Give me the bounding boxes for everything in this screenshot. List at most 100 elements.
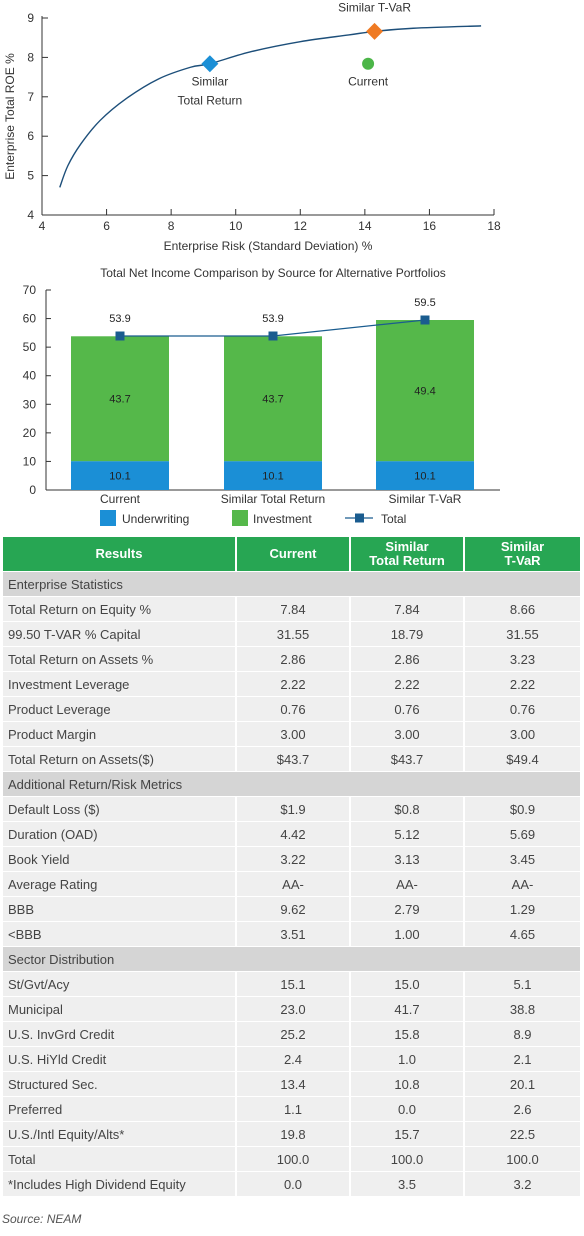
x-tick-label: 16 [423,219,437,233]
row-label: Preferred [3,1097,235,1122]
table-header-row: Results Current Similar Total Return Similar… [3,537,580,572]
table-cell: $43.7 [235,747,349,772]
row-label: Total [3,1147,235,1172]
bar-underwriting-similar-t-var [376,461,474,490]
table-cell: 2.1 [463,1047,580,1072]
efficient-frontier-chart: 4 5 6 7 8 9 4 6 8 10 12 14 16 18 Enterprise Risk (Stan… [3,0,501,253]
bar-investment-similar-total-return [224,336,322,462]
table-row: U.S. InvGrd Credit 25.2 15.8 8.9 [3,1022,580,1047]
table-cell: 22.5 [463,1122,580,1147]
table-cell: 19.8 [235,1122,349,1147]
table-cell: 3.22 [235,847,349,872]
data-label-investment: 49.4 [414,386,435,398]
y-tick-label: 10 [23,454,37,468]
table-cell: 2.22 [349,672,463,697]
y-tick-label: 50 [23,340,37,354]
table-cell: 1.0 [349,1047,463,1072]
results-table: Results Current Similar Total Return Similar… [3,537,580,1197]
data-label-investment: 43.7 [262,394,283,406]
table-cell: $1.9 [235,797,349,822]
table-cell: 15.0 [349,972,463,997]
x-tick-label: 12 [294,219,308,233]
table-cell: 1.29 [463,897,580,922]
table-cell: 31.55 [235,622,349,647]
x-axis-title: Enterprise Risk (Standard Deviation) % [164,239,373,253]
x-tick-label: 14 [358,219,372,233]
x-tick-label: 4 [39,219,46,233]
total-marker [115,331,125,341]
point-label-similar-total-return: Similar [192,75,229,89]
table-cell: 2.86 [349,647,463,672]
table-cell: 3.00 [463,722,580,747]
row-label: Total Return on Equity % [3,597,235,622]
row-label: St/Gvt/Acy [3,972,235,997]
table-cell: 31.55 [463,622,580,647]
column-header: Similar Total Return [349,537,463,572]
y-tick-label: 40 [23,369,37,383]
legend-label-underwriting: Underwriting [122,512,189,526]
point-label-current: Current [348,75,389,89]
row-label: Book Yield [3,847,235,872]
table-cell: 1.1 [235,1097,349,1122]
section-title: Additional Return/Risk Metrics [3,772,580,797]
section-header-row: Sector Distribution [3,947,580,972]
row-label: Total Return on Assets($) [3,747,235,772]
y-tick-label: 8 [27,50,34,64]
row-label: Duration (OAD) [3,822,235,847]
table-row: Investment Leverage 2.22 2.22 2.22 [3,672,580,697]
y-tick-label: 6 [27,129,34,143]
table-cell: 7.84 [349,597,463,622]
table-row: Total Return on Assets($) $43.7 $43.7 $49.4 [3,747,580,772]
table-cell: 3.23 [463,647,580,672]
row-label: Default Loss ($) [3,797,235,822]
row-label: Product Margin [3,722,235,747]
y-tick-label: 4 [27,208,34,222]
point-label-similar-total-return-2: Total Return [178,94,243,108]
y-axis-title: Enterprise Total ROE % [3,53,17,180]
table-cell: 3.51 [235,922,349,947]
y-tick-label: 9 [27,11,34,25]
table-row: Default Loss ($) $1.9 $0.8 $0.9 [3,797,580,822]
table-cell: 2.79 [349,897,463,922]
data-label-total: 53.9 [262,313,283,325]
table-cell: 2.86 [235,647,349,672]
column-header-text: Total Return [369,553,445,568]
table-cell: AA- [349,872,463,897]
table-cell: $0.8 [349,797,463,822]
table-cell: 3.13 [349,847,463,872]
table-cell: $43.7 [349,747,463,772]
y-tick-label: 30 [23,397,37,411]
data-label-investment: 43.7 [109,394,130,406]
table-cell: 0.0 [235,1172,349,1197]
column-header-text: Similar [500,539,545,554]
table-cell: 15.8 [349,1022,463,1047]
bar-investment-similar-t-var [376,320,474,462]
category-label-similar-total-return: Similar Total Return [221,492,325,506]
row-label: Product Leverage [3,697,235,722]
table-cell: 7.84 [235,597,349,622]
table-cell: 0.76 [463,697,580,722]
x-tick-label: 10 [229,219,243,233]
total-marker [268,331,278,341]
table-cell: 0.0 [349,1097,463,1122]
section-title: Enterprise Statistics [3,572,580,597]
table-row: 99.50 T-VAR % Capital 31.55 18.79 31.55 [3,622,580,647]
column-header: Results [3,537,235,572]
table-cell: 4.42 [235,822,349,847]
section-header-row: Additional Return/Risk Metrics [3,772,580,797]
column-header: Current [235,537,349,572]
legend-label-total: Total [381,512,406,526]
table-cell: 15.7 [349,1122,463,1147]
net-income-chart: Total Net Income Comparison by Source fo… [23,266,500,526]
column-header-text: Current [269,546,317,561]
section-title: Sector Distribution [3,947,580,972]
x-tick-label: 6 [103,219,110,233]
table-cell: 3.00 [349,722,463,747]
row-label: Municipal [3,997,235,1022]
table-cell: 2.22 [463,672,580,697]
table-row: Preferred 1.1 0.0 2.6 [3,1097,580,1122]
table-cell: 23.0 [235,997,349,1022]
table-row: <BBB 3.51 1.00 4.65 [3,922,580,947]
y-tick-label: 5 [27,169,34,183]
table-cell: 25.2 [235,1022,349,1047]
